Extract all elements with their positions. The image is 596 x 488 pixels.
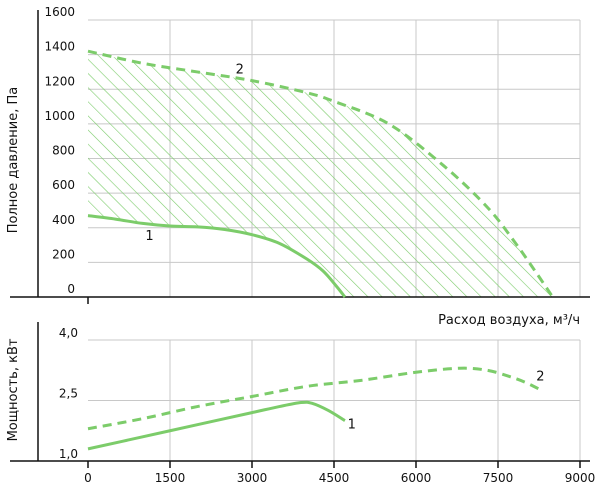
- flow-tick-label: 3000: [237, 471, 268, 485]
- pressure-tick-label: 200: [52, 247, 75, 261]
- pressure-tick-label: 400: [52, 213, 75, 227]
- power-curve-1-label: 1: [348, 418, 356, 433]
- power-tick-label: 1,0: [59, 447, 78, 461]
- pressure-series: 12: [87, 49, 554, 298]
- power-y-ticks: 1,0 2,5 4,0: [59, 326, 78, 461]
- pressure-curve-2: [87, 49, 554, 298]
- operating-area-hatch: [88, 51, 553, 297]
- pressure-tick-label: 1400: [44, 40, 75, 54]
- flow-tick-label: 1500: [155, 471, 186, 485]
- power-tick-label: 2,5: [59, 387, 78, 401]
- pressure-tick-label: 1200: [44, 74, 75, 88]
- power-curve-2: [87, 366, 543, 431]
- power-grid: [88, 339, 581, 461]
- power-curve-1: [87, 400, 346, 451]
- flow-x-axis-label: Расход воздуха, м³/ч: [438, 313, 580, 328]
- pressure-curve-1-label: 1: [145, 229, 153, 244]
- pressure-curve-1: [87, 214, 347, 298]
- flow-tick-label: 4500: [319, 471, 350, 485]
- pressure-y-axis-label: Полное давление, Па: [6, 87, 21, 234]
- pressure-tick-label: 600: [52, 178, 75, 192]
- pressure-tick-label: 800: [52, 144, 75, 158]
- pressure-curve-2-label: 2: [236, 63, 244, 78]
- power-series: 12: [87, 366, 545, 451]
- power-curve-2-label: 2: [536, 369, 544, 384]
- pressure-y-ticks: 0 200 400 600 800 1000 1200 1400 1600: [44, 5, 89, 304]
- flow-tick-label: 9000: [565, 471, 596, 485]
- power-tick-label: 4,0: [59, 326, 78, 340]
- flow-x-ticks: 0 1500 3000 4500 6000 7500 9000: [84, 461, 595, 485]
- power-chart: 1,02,54,0 12 0 1500 3000 4500 6000 7500 9000 М…: [6, 313, 595, 485]
- pressure-tick-label: 1600: [44, 5, 75, 19]
- flow-tick-label: 7500: [483, 471, 514, 485]
- pressure-tick-label: 0: [67, 282, 75, 296]
- flow-tick-label: 0: [84, 471, 92, 485]
- pressure-tick-label: 1000: [44, 109, 75, 123]
- power-y-axis-label: Мощность, кВт: [6, 338, 21, 441]
- flow-tick-label: 6000: [401, 471, 432, 485]
